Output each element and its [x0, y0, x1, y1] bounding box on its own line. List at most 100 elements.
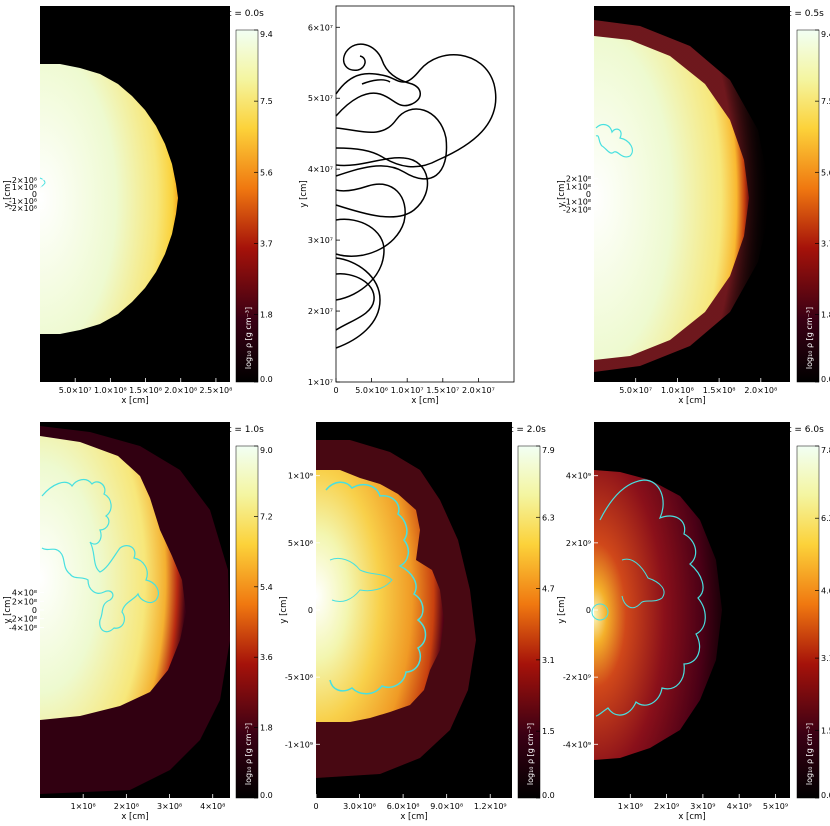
flame-front-t1 [41, 478, 159, 633]
x-tick-label: 1.2×10⁹ [474, 802, 507, 811]
y-tick-label: 0 [308, 606, 313, 615]
colorbar-tick-label: 9.4 [821, 30, 830, 39]
y-tick-label: -4×10⁸ [9, 623, 37, 632]
x-tick-label: 3.0×10⁸ [343, 802, 376, 811]
y-axis-label: y [cm] [3, 596, 13, 623]
y-tick-label: -5×10⁸ [285, 673, 313, 682]
colorbar-tick-label: 3.1 [542, 656, 555, 665]
panel-t2 [316, 422, 541, 799]
x-axis-label: x [cm] [678, 396, 705, 406]
time-label: t = 1.0s [228, 425, 264, 435]
time-label: t = 0.0s [228, 9, 264, 19]
colorbar-tick-label: 7.5 [821, 97, 830, 106]
isochrone-3 [335, 218, 385, 301]
colorbar-tick-label: 5.4 [260, 583, 273, 592]
x-tick-label: 1.0×10⁷ [391, 386, 424, 395]
x-tick-label: 4×10⁸ [200, 802, 225, 811]
colorbar-tick-label: 5.6 [821, 168, 830, 177]
y-tick-label: 4×10⁹ [566, 472, 591, 481]
panel-t05 [594, 6, 820, 383]
isochrone-5 [335, 157, 429, 218]
colorbar-tick-label: 1.8 [821, 311, 830, 320]
x-axis-label: x [cm] [400, 812, 427, 822]
x-axis-label: x [cm] [678, 812, 705, 822]
x-axis-label: x [cm] [121, 396, 148, 406]
y-tick-label: 1×10⁸ [12, 183, 37, 192]
flame-front-t05 [595, 123, 633, 158]
x-tick-label: 4×10⁹ [727, 802, 752, 811]
colorbar-tick-label: 0.0 [260, 375, 273, 384]
time-label: t = 6.0s [788, 425, 824, 435]
y-axis-label: y [cm] [279, 596, 289, 623]
y-tick-label: 2×10⁸ [566, 175, 591, 184]
stellar-core-t1 [40, 436, 186, 720]
x-axis-label: x [cm] [411, 396, 438, 406]
x-tick-label: 9.0×10⁸ [430, 802, 463, 811]
y-axis-label: y [cm] [557, 180, 567, 207]
colorbar-tick-label: 7.5 [260, 97, 273, 106]
x-tick-label: 1.0×10⁸ [661, 386, 694, 395]
colorbar-tick-label: 1.8 [260, 311, 273, 320]
y-tick-label: 2×10⁸ [12, 176, 37, 185]
stellar-core-t2 [316, 470, 444, 722]
time-label: t = 0.5s [788, 9, 824, 19]
flame-front-t2-outer [325, 481, 427, 695]
colorbar-tick-label: 0.0 [821, 375, 830, 384]
y-tick-label: -2×10⁸ [9, 615, 37, 624]
y-tick-label: 0 [32, 190, 37, 199]
colorbar-label: log₁₀ ρ [g cm⁻³] [805, 307, 814, 369]
y-tick-label: 1×10⁸ [566, 182, 591, 191]
panel-contours [335, 5, 515, 383]
x-tick-label: 1.5×10⁷ [426, 386, 459, 395]
x-tick-label: 3×10⁹ [690, 802, 715, 811]
y-tick-label: -2×10⁹ [563, 673, 591, 682]
x-tick-label: 5.0×10⁷ [619, 386, 652, 395]
time-label: t = 2.0s [510, 425, 546, 435]
x-tick-label: 1.5×10⁸ [703, 386, 736, 395]
x-tick-label: 0 [313, 802, 318, 811]
x-tick-label: 6.0×10⁸ [387, 802, 420, 811]
colorbar-tick-label: 9.0 [260, 446, 273, 455]
x-tick-label: 5.0×10⁷ [59, 386, 92, 395]
colorbar-tick-label: 9.4 [260, 30, 273, 39]
y-tick-label: 1×10⁹ [288, 472, 313, 481]
y-tick-label: -2×10⁸ [563, 205, 591, 214]
colorbar-tick-label: 6.2 [821, 514, 830, 523]
x-tick-label: 2×10⁸ [114, 802, 139, 811]
x-tick-label: 5.0×10⁶ [355, 386, 388, 395]
isochrone-lines [335, 43, 497, 349]
colorbar-tick-label: 7.8 [821, 446, 830, 455]
y-axis-label: y [cm] [557, 596, 567, 623]
colorbar-tick-label: 1.5 [821, 726, 830, 735]
y-tick-label: 5×10⁸ [288, 539, 313, 548]
flame-front-t6-outer [595, 479, 706, 717]
colorbar-tick-label: 3.7 [260, 239, 273, 248]
isochrone-2 [335, 257, 381, 349]
panel-t0 [39, 6, 259, 383]
isochrone-1 [335, 273, 375, 331]
colorbar-tick-label: 4.7 [542, 585, 555, 594]
stellar-core-t6 [594, 470, 722, 760]
flame-front-t6-core [591, 603, 609, 621]
y-tick-label: 3×10⁷ [308, 236, 333, 245]
colorbar-tick-label: 0.0 [821, 791, 830, 800]
y-tick-label: 5×10⁷ [308, 94, 333, 103]
colorbar-tick-label: 6.3 [542, 513, 555, 522]
colorbar-t1 [235, 445, 259, 799]
colorbar-tick-label: 7.2 [260, 512, 273, 521]
y-tick-label: 6×10⁷ [308, 23, 333, 32]
x-tick-label: 1×10⁸ [71, 802, 96, 811]
x-tick-label: 5×10⁹ [763, 802, 788, 811]
x-tick-label: 2×10⁹ [654, 802, 679, 811]
y-axis-label: y [cm] [299, 180, 309, 207]
colorbar-label: log₁₀ ρ [g cm⁻³] [805, 723, 814, 785]
colorbar-t0 [235, 29, 259, 383]
y-tick-label: 4×10⁸ [12, 589, 37, 598]
colorbar-t05 [796, 29, 820, 383]
y-tick-label: 0 [32, 606, 37, 615]
colorbar-tick-label: 3.7 [821, 239, 830, 248]
x-tick-label: 1×10⁹ [618, 802, 643, 811]
colorbar-tick-label: 5.6 [260, 168, 273, 177]
x-tick-label: 0 [333, 386, 338, 395]
